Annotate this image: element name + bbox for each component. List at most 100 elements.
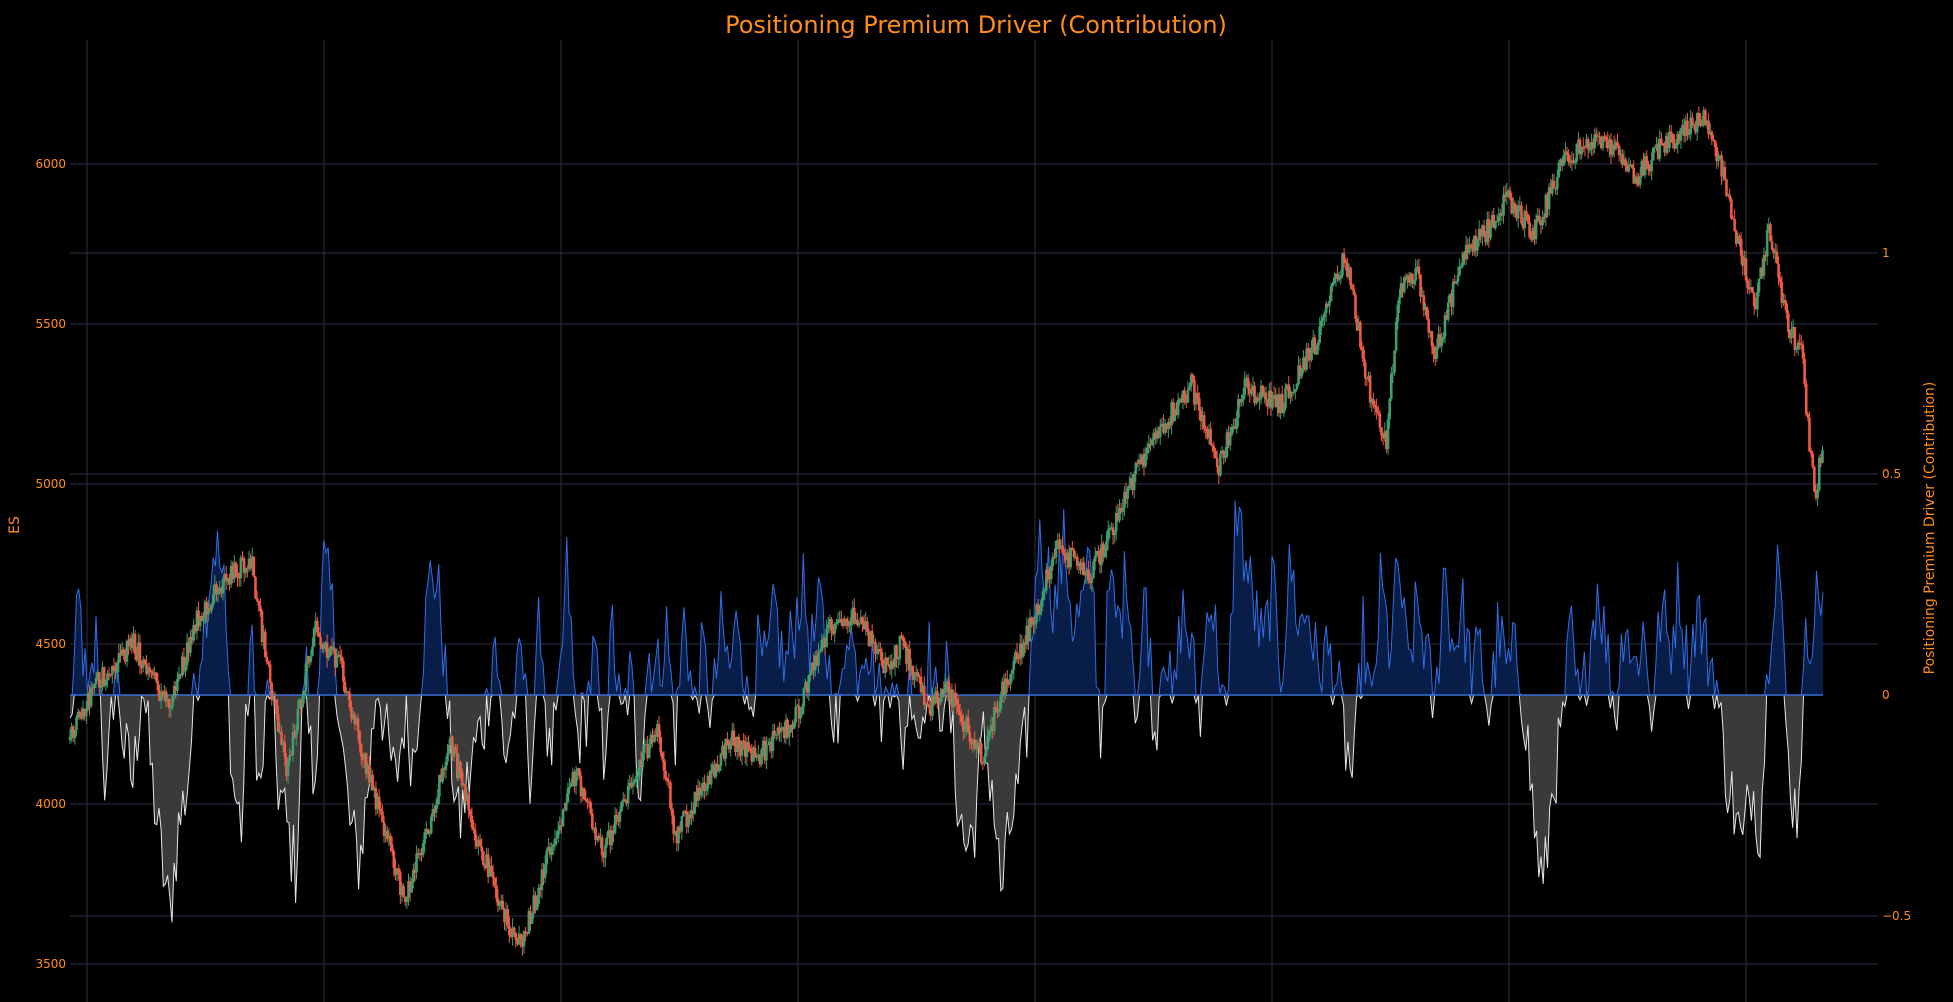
candle-body [1280,393,1284,413]
candlestick [400,882,404,903]
candlestick [726,731,729,746]
candle-body [262,631,265,643]
candle-body [817,652,820,666]
candlestick [1525,204,1528,221]
candle-body [1645,156,1649,164]
candle-body [1736,236,1740,244]
candlestick [960,709,964,727]
candlestick [473,823,477,850]
candlestick [1422,290,1426,317]
candlestick [717,764,721,774]
candle-body [1743,258,1746,266]
candle-body [955,699,959,705]
candlestick [605,831,609,848]
candlestick [89,681,93,709]
candle-body [1469,244,1473,247]
candlestick [410,878,414,893]
candlestick [1577,131,1580,154]
candle-body [621,799,625,802]
candle-body [1502,194,1505,216]
candlestick [1754,297,1758,310]
candle-body [1180,399,1183,403]
y-right-tick-label: 0.5 [1882,467,1901,481]
candlestick [908,640,911,680]
candlestick [853,598,856,625]
candle-body [1084,574,1087,576]
candle-body [246,568,249,570]
candle-body [708,775,711,785]
candlestick [1178,397,1182,405]
candlestick [934,686,937,705]
candlestick [1357,316,1361,331]
candle-body [1500,213,1504,216]
candle-body [433,808,436,813]
candlestick [1542,213,1546,224]
candle-body [1494,222,1497,229]
candle-body [997,709,1001,713]
candlestick [799,707,802,724]
candlestick [159,683,163,710]
candle-body [970,741,973,745]
candle-body [220,588,223,594]
candlestick [1196,384,1199,405]
candlestick [319,632,322,649]
candlestick [68,728,72,744]
candlestick [1186,381,1190,403]
candle-body [1647,163,1650,169]
candlestick [1375,398,1378,420]
candle-body [1821,450,1824,463]
candle-body [512,927,516,933]
candle-body [786,719,789,737]
candlestick [687,811,690,833]
candle-body [257,600,261,606]
candle-body [587,801,591,803]
candlestick [626,779,630,810]
candle-body [1238,399,1242,403]
candle-body [1546,194,1549,210]
candlestick [1219,449,1222,477]
candle-body [1554,187,1557,190]
candle-body [537,887,540,904]
candle-body [550,847,553,855]
candlestick [1603,132,1606,142]
candlestick [148,662,152,678]
candlestick [1346,257,1349,279]
candlestick [1297,355,1300,387]
candlestick [91,683,95,696]
candle-body [1128,485,1131,489]
candlestick [239,554,243,587]
candlestick [496,888,500,912]
candle-body [384,830,387,836]
candlestick [688,810,692,825]
candlestick [263,628,267,658]
candlestick [776,725,780,740]
candle-body [1466,244,1470,253]
candle-body [403,897,407,903]
candle-body [651,734,654,743]
candlestick [96,669,99,681]
candlestick [929,700,933,722]
candle-body [325,642,329,659]
candle-body [791,724,794,729]
candlestick [1411,273,1414,288]
candlestick [1030,616,1033,628]
candle-body [1689,117,1692,134]
candlestick [1718,154,1722,160]
candlestick [1176,393,1180,419]
candlestick [1502,186,1505,224]
candle-body [999,696,1003,710]
candle-body [1492,214,1496,229]
candlestick [654,727,658,742]
candlestick [1694,121,1697,135]
candlestick [1538,208,1541,225]
candle-body [1419,274,1422,297]
candlestick [154,671,158,683]
candlestick [1531,224,1535,243]
candlestick [958,703,962,724]
candlestick [669,779,672,811]
candle-body [1744,258,1748,281]
candle-body [1014,652,1017,661]
candlestick [1764,250,1767,262]
candlestick [675,826,679,852]
candle-body [1141,454,1144,465]
